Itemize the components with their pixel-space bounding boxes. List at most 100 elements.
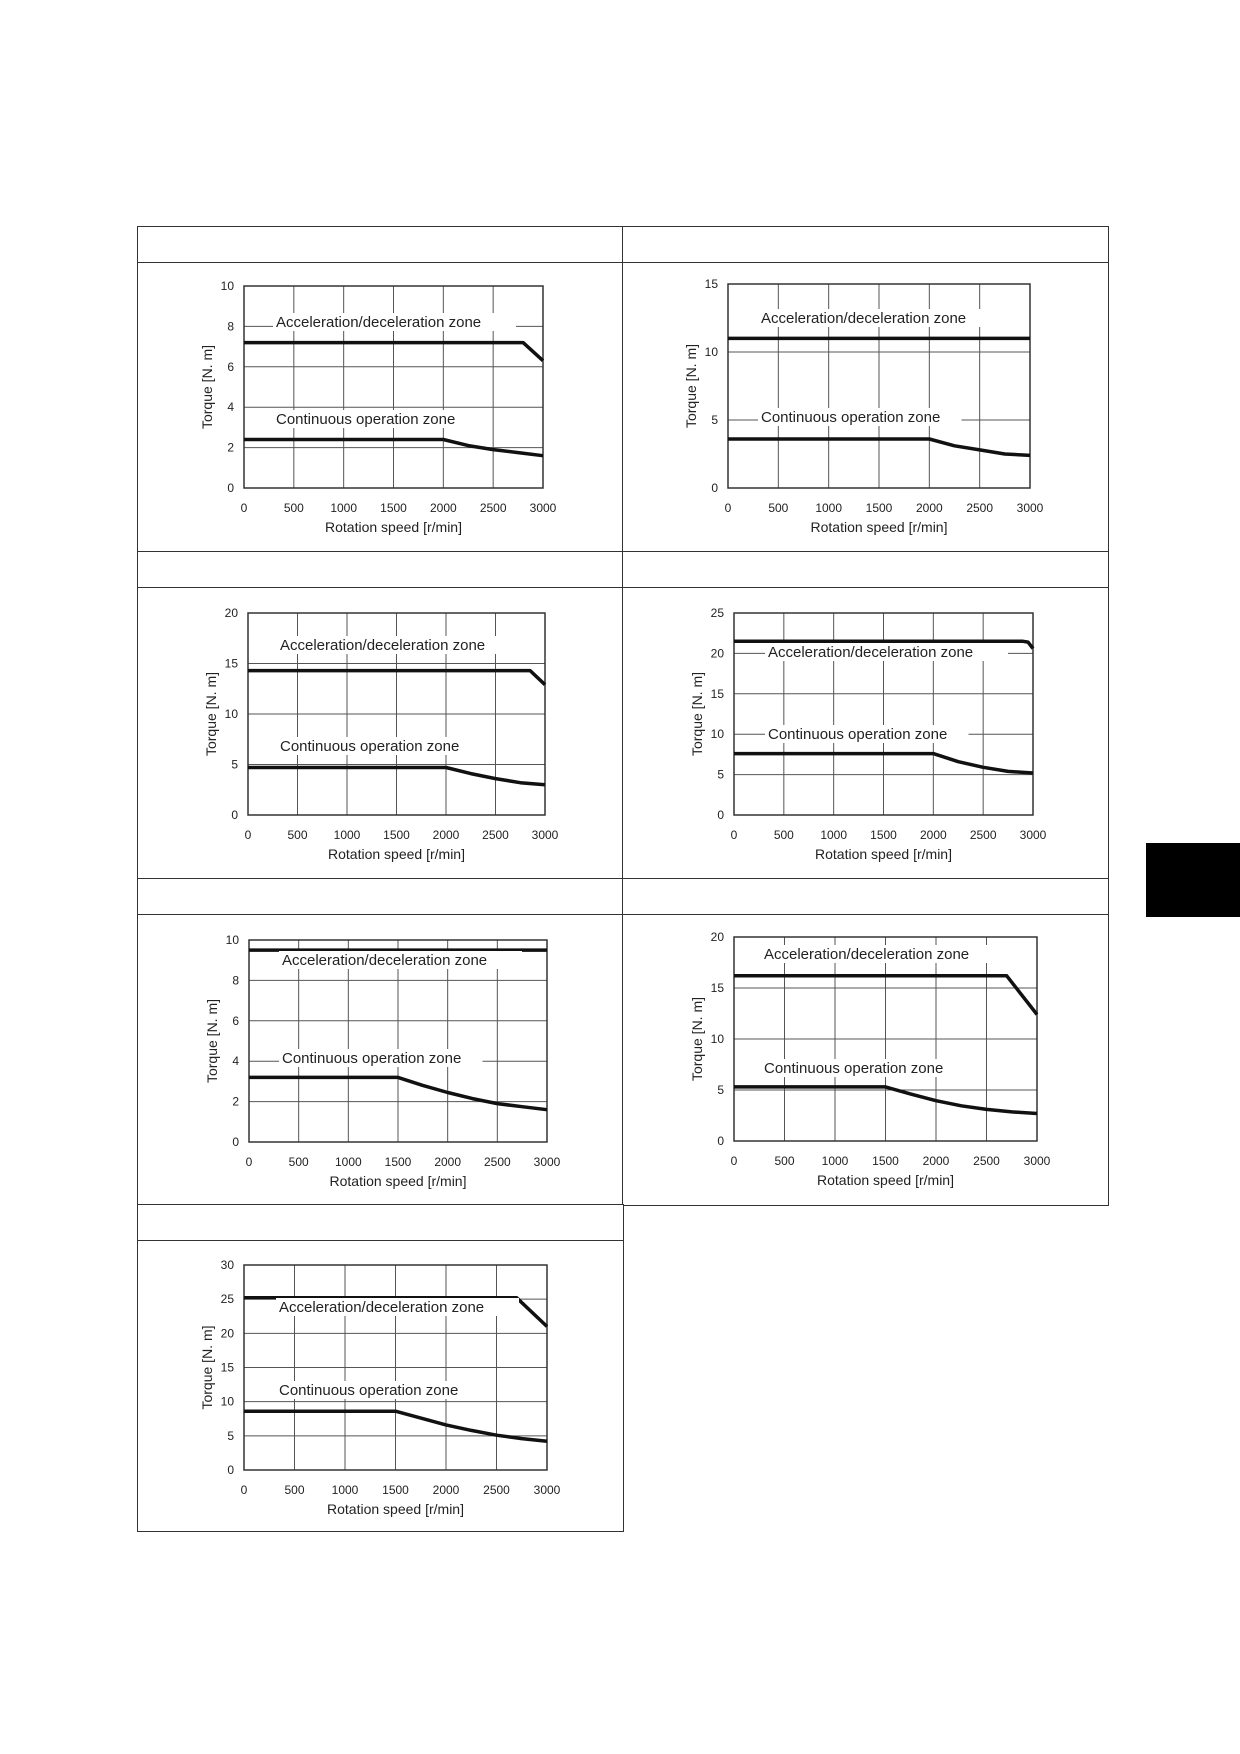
y-tick-label: 10: [225, 707, 239, 721]
x-tick-label: 2500: [482, 828, 509, 842]
table-header-cell: [137, 878, 624, 916]
continuous-curve: [734, 751, 1034, 775]
accel-decel-curve: [244, 340, 545, 362]
x-tick-label: 3000: [532, 828, 559, 842]
table-header-cell: [137, 1204, 624, 1242]
y-tick-label: 5: [717, 768, 724, 782]
y-tick-label: 4: [227, 400, 234, 414]
chart-3: 0 500 1000 1500 2000 2500 3000 0 5 10 15 20 Rotation…: [203, 606, 559, 862]
accel-decel-zone-label: Acceleration/deceleration zone: [768, 644, 973, 661]
x-tick-label: 1500: [382, 1483, 409, 1497]
accel-decel-zone-label: Acceleration/deceleration zone: [761, 310, 966, 327]
y-tick-label: 0: [717, 1134, 724, 1148]
annotation-backing: [761, 945, 1004, 963]
plot-frame: [733, 612, 1034, 816]
y-tick-label: 2: [232, 1095, 239, 1109]
continuous-curve: [728, 437, 1031, 458]
x-tick-label: 1000: [332, 1483, 359, 1497]
y-tick-label: 8: [227, 319, 234, 333]
chart-5: 0 500 1000 1500 2000 2500 3000 0 2 4 6 8 10 Rotation …: [204, 933, 561, 1189]
annotation-backing: [758, 309, 1001, 327]
plot-frame: [247, 612, 546, 816]
x-tick-label: 1000: [334, 828, 361, 842]
accel-decel-zone-label: Acceleration/deceleration zone: [276, 314, 481, 331]
x-tick-label: 1500: [870, 828, 897, 842]
y-tick-label: 15: [225, 657, 239, 671]
x-tick-label: 2000: [920, 828, 947, 842]
continuous-curve: [244, 1409, 548, 1444]
x-tick-label: 1000: [820, 828, 847, 842]
y-tick-label: 10: [711, 1032, 725, 1046]
annotation-backing: [765, 725, 969, 743]
x-axis-label: Rotation speed [r/min]: [817, 1172, 954, 1188]
annotation-backing: [761, 1059, 965, 1077]
chart-4: 0 500 1000 1500 2000 2500 3000 0 5 10 15 20 25 Rotati…: [689, 606, 1047, 862]
y-tick-label: 20: [711, 646, 725, 660]
y-tick-label: 20: [225, 606, 239, 620]
x-tick-label: 500: [774, 1154, 794, 1168]
continuous-curve: [249, 1075, 548, 1112]
x-axis-label: Rotation speed [r/min]: [327, 1501, 464, 1517]
x-tick-label: 1000: [330, 501, 357, 515]
x-tick-label: 0: [731, 1154, 738, 1168]
y-axis-label: Torque [N. m]: [204, 999, 220, 1083]
x-tick-label: 3000: [1024, 1154, 1051, 1168]
x-tick-label: 500: [284, 501, 304, 515]
table-header-cell: [137, 226, 624, 264]
x-tick-label: 500: [768, 501, 788, 515]
x-tick-label: 2000: [434, 1155, 461, 1169]
y-tick-label: 10: [705, 345, 719, 359]
annotation-backing: [758, 408, 962, 426]
plot-frame: [248, 939, 548, 1143]
x-tick-label: 2500: [484, 1155, 511, 1169]
y-tick-label: 2: [227, 441, 234, 455]
chart-cell: [137, 1240, 624, 1532]
x-tick-label: 3000: [534, 1155, 561, 1169]
x-tick-label: 2500: [966, 501, 993, 515]
y-tick-label: 10: [221, 279, 235, 293]
y-tick-label: 25: [711, 606, 725, 620]
x-axis-label: Rotation speed [r/min]: [815, 846, 952, 862]
y-tick-label: 10: [226, 933, 240, 947]
accel-decel-zone-label: Acceleration/deceleration zone: [282, 952, 487, 969]
x-tick-label: 500: [289, 1155, 309, 1169]
plot-frame: [733, 936, 1038, 1142]
x-tick-label: 500: [774, 828, 794, 842]
y-tick-label: 8: [232, 973, 239, 987]
table-header-cell: [622, 878, 1109, 916]
y-tick-label: 15: [221, 1361, 235, 1375]
x-tick-label: 3000: [530, 501, 557, 515]
chart-6: 0 500 1000 1500 2000 2500 3000 0 5 10 15 20 Rotation…: [689, 930, 1051, 1188]
y-tick-label: 5: [717, 1083, 724, 1097]
x-tick-label: 2500: [480, 501, 507, 515]
x-tick-label: 1000: [335, 1155, 362, 1169]
plot-frame: [243, 1264, 548, 1471]
y-axis-label: Torque [N. m]: [683, 344, 699, 428]
annotation-backing: [276, 1298, 519, 1316]
x-tick-label: 2000: [916, 501, 943, 515]
y-tick-label: 0: [227, 481, 234, 495]
annotation-backing: [765, 643, 1008, 661]
y-tick-label: 4: [232, 1054, 239, 1068]
x-tick-label: 2500: [973, 1154, 1000, 1168]
accel-decel-curve: [734, 639, 1035, 650]
x-tick-label: 2000: [433, 828, 460, 842]
annotation-backing: [273, 313, 516, 331]
x-axis-label: Rotation speed [r/min]: [328, 846, 465, 862]
x-tick-label: 1500: [383, 828, 410, 842]
continuous-zone-label: Continuous operation zone: [280, 738, 459, 755]
y-tick-label: 30: [221, 1258, 235, 1272]
annotation-backing: [273, 410, 477, 428]
y-tick-label: 10: [221, 1395, 235, 1409]
continuous-zone-label: Continuous operation zone: [276, 411, 455, 428]
annotation-backing: [276, 1381, 480, 1399]
x-tick-label: 2000: [433, 1483, 460, 1497]
accel-decel-zone-label: Acceleration/deceleration zone: [280, 637, 485, 654]
x-tick-label: 0: [241, 501, 248, 515]
x-tick-label: 3000: [1017, 501, 1044, 515]
x-tick-label: 2000: [923, 1154, 950, 1168]
y-tick-label: 15: [711, 687, 725, 701]
chart-2: 0 500 1000 1500 2000 2500 3000 0 5 10 15 Rotation s…: [683, 277, 1044, 535]
y-tick-label: 6: [232, 1014, 239, 1028]
x-tick-label: 2500: [483, 1483, 510, 1497]
